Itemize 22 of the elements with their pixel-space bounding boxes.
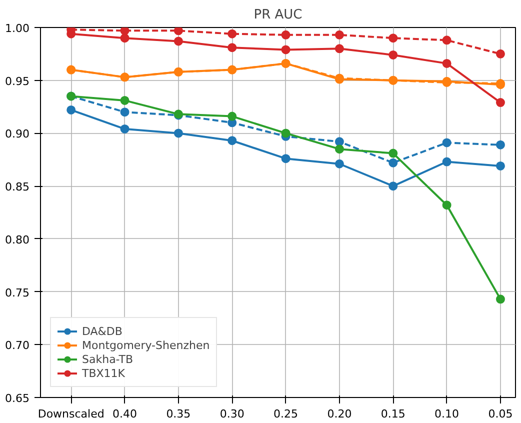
y-tick-label: 0.95: [5, 74, 30, 88]
x-tick-label: 0.10: [434, 408, 460, 420]
legend-label: TBX11K: [82, 366, 126, 380]
y-tick-label: 0.65: [5, 392, 30, 405]
legend-label: DA&DB: [82, 324, 122, 338]
y-tick-label: 1.00: [5, 22, 30, 35]
chart-title: PR AUC: [254, 8, 302, 22]
x-tick-label: 0.20: [327, 408, 352, 420]
y-tick-label: 0.70: [5, 339, 30, 352]
x-tick-label: 0.25: [274, 408, 298, 420]
x-tick-label: 0.35: [166, 408, 191, 420]
x-tick-label: 0.30: [220, 408, 244, 420]
legend-label: Sakha-TB: [82, 352, 134, 366]
y-tick-label: 0.85: [5, 180, 30, 194]
y-tick-label: 0.80: [5, 233, 30, 246]
y-tick-label: 0.75: [5, 286, 30, 300]
x-tick-label: 0.15: [380, 408, 406, 420]
x-tick-label: Downscaled: [38, 408, 104, 420]
x-tick-label: 0.40: [112, 408, 138, 420]
legend-label: Montgomery-Shenzhen: [82, 338, 210, 352]
x-tick-label: 0.05: [488, 408, 513, 420]
y-tick-label: 0.90: [5, 128, 30, 141]
